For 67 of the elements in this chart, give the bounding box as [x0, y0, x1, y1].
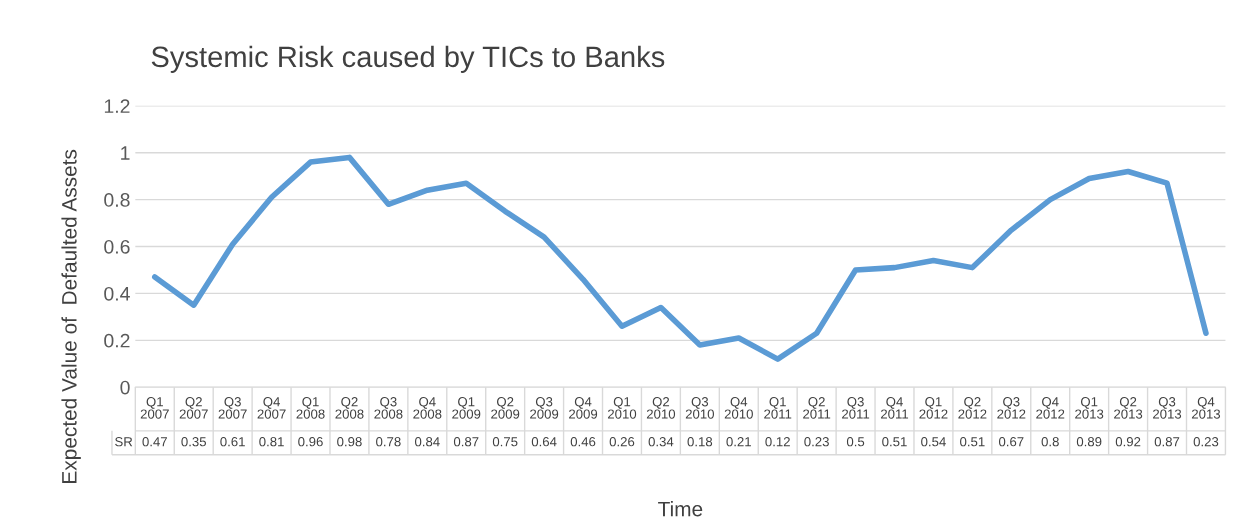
y-tick-label: 0.4	[104, 286, 130, 301]
data-label: 0.12	[765, 437, 790, 447]
x-tick-label: Q2 2009	[491, 397, 520, 419]
data-label: 0.5	[846, 437, 865, 447]
data-label: 0.84	[414, 437, 440, 447]
data-label: 0.34	[648, 437, 674, 447]
x-tick-label: Q1 2007	[140, 397, 169, 419]
data-label: 0.81	[259, 437, 284, 447]
x-tick-label: Q2 2007	[179, 397, 208, 419]
data-label: 0.23	[1193, 437, 1219, 447]
y-tick-label: 1	[121, 146, 130, 160]
data-label: 0.75	[492, 437, 518, 447]
data-label: 0.35	[181, 437, 207, 447]
data-label: 0.51	[882, 437, 907, 447]
data-label: 0.96	[298, 437, 323, 447]
data-label: 0.8	[1041, 437, 1059, 447]
data-label: 0.89	[1076, 437, 1102, 447]
x-tick-label: Q3 2008	[374, 397, 403, 419]
x-tick-label: Q1 2008	[296, 397, 325, 419]
data-label: 0.51	[960, 437, 985, 447]
x-tick-label: Q1 2009	[452, 397, 481, 419]
x-tick-label: Q2 2008	[335, 397, 364, 419]
data-label: 0.18	[687, 437, 713, 447]
x-tick-label: Q2 2012	[958, 397, 987, 419]
x-axis-title: Time	[658, 501, 703, 517]
data-label: 0.67	[998, 437, 1024, 447]
data-label: 0.87	[1154, 437, 1180, 447]
y-tick-label: 0.8	[104, 193, 130, 207]
y-tick-label: 0	[120, 380, 130, 395]
x-tick-label: Q2 2011	[803, 397, 831, 419]
y-axis-title: Expected Value of Defaulted Assets	[61, 149, 81, 483]
x-tick-label: Q3 2010	[685, 397, 715, 419]
x-tick-label: Q4 2012	[1036, 397, 1065, 419]
x-tick-label: Q4 2011	[880, 397, 909, 419]
x-tick-label: Q4 2008	[413, 397, 442, 419]
x-tick-label: Q2 2010	[646, 397, 676, 419]
x-tick-label: Q1 2011	[764, 397, 792, 419]
data-label: 0.61	[220, 437, 245, 447]
x-tick-label: Q3 2009	[530, 397, 559, 419]
data-label: 0.98	[337, 437, 362, 447]
x-tick-label: Q1 2012	[919, 397, 948, 419]
x-tick-label: Q1 2010	[607, 397, 637, 419]
x-tick-label: Q4 2013	[1191, 397, 1221, 419]
x-tick-label: Q2 2013	[1114, 397, 1143, 419]
data-label: 0.46	[570, 437, 596, 447]
data-label: 0.87	[453, 437, 479, 447]
x-tick-label: Q1 2013	[1075, 397, 1104, 419]
y-tick-label: 1.2	[104, 99, 130, 113]
text: SR	[115, 437, 133, 447]
x-tick-label: Q3 2013	[1153, 397, 1182, 419]
x-tick-label: Q3 2011	[842, 397, 870, 419]
chart-title: Systemic Risk caused by TICs to Banks	[151, 45, 665, 73]
x-tick-label: Q4 2009	[569, 397, 598, 419]
data-label: 0.54	[921, 437, 946, 447]
x-tick-label: Q4 2007	[257, 397, 286, 419]
data-label: 0.23	[804, 437, 829, 447]
data-label: 0.92	[1115, 437, 1141, 447]
y-tick-label: 0.6	[104, 239, 130, 254]
data-label: 0.47	[142, 437, 167, 447]
x-tick-label: Q3 2007	[218, 397, 247, 419]
data-label: 0.26	[609, 437, 635, 447]
data-label: 0.21	[726, 437, 751, 447]
data-label: 0.64	[531, 437, 557, 447]
y-tick-label: 0.2	[104, 333, 130, 348]
x-tick-label: Q4 2010	[724, 397, 753, 419]
data-label: 0.78	[376, 437, 401, 447]
x-tick-label: Q3 2012	[997, 397, 1026, 419]
